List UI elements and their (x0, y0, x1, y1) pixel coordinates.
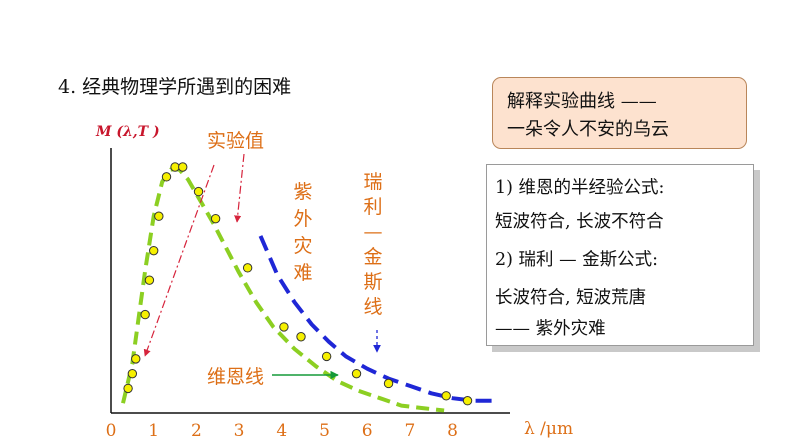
info-line-wien: 1) 维恩的半经验公式: (495, 178, 665, 198)
vertical-label-char: 灾 (293, 235, 312, 257)
x-tick-label: 1 (148, 421, 159, 441)
experimental-points (123, 162, 473, 406)
section-heading: 4. 经典物理学所遇到的困难 (58, 76, 292, 98)
x-tick-label: 3 (234, 421, 245, 441)
x-tick-labels: 0 1 2 3 4 5 6 7 8 (106, 421, 458, 441)
x-tick-label: 4 (276, 421, 287, 441)
ultraviolet-catastrophe-label: 紫外灾难 (293, 181, 312, 284)
callout-bubble: 解释实验曲线 —— 一朵令人不安的乌云 (492, 77, 747, 149)
info-line-uv-catastrophe: —— 紫外灾难 (495, 319, 606, 339)
vertical-label-char: 紫 (293, 181, 312, 203)
experimental-point (321, 351, 332, 362)
experimental-point (441, 391, 451, 401)
experimental-arrow-1 (143, 164, 215, 357)
experimental-label: 实验值 (207, 130, 264, 152)
experimental-point (351, 368, 362, 379)
experimental-point (144, 275, 155, 285)
info-line-rayleigh-jeans: 2) 瑞利 — 金斯公式: (495, 250, 659, 270)
info-line-wien-fit: 短波符合, 长波不符合 (495, 212, 664, 232)
vertical-label-char: 外 (293, 208, 312, 230)
callout-line-1: 解释实验曲线 —— (507, 91, 657, 112)
vertical-label-char: 斯 (363, 271, 382, 293)
experimental-point (170, 162, 180, 172)
experimental-point (462, 396, 473, 406)
vertical-label-char: 金 (363, 246, 382, 268)
info-line-rj-fit: 长波符合, 短波荒唐 (495, 288, 647, 308)
rayleigh-jeans-label: 瑞利 — 金斯线 (363, 171, 382, 318)
vertical-label-char: 难 (293, 262, 312, 284)
vertical-label-char: 利 (363, 196, 382, 218)
x-tick-label: 8 (447, 421, 458, 441)
experimental-point (193, 186, 204, 197)
y-axis-label: M (λ,T ) (95, 124, 160, 140)
experimental-point (178, 162, 188, 172)
x-tick-label: 2 (191, 421, 202, 441)
vertical-label-char: 线 (363, 296, 382, 318)
x-tick-label: 5 (319, 421, 330, 441)
experimental-point (127, 368, 138, 379)
x-tick-label: 6 (362, 421, 373, 441)
experimental-arrow-2 (234, 153, 245, 223)
x-axis-label: λ /μm (524, 419, 573, 439)
vertical-label-char: 瑞 (363, 171, 382, 193)
formula-info-box: 1) 维恩的半经验公式: 短波符合, 长波不符合 2) 瑞利 — 金斯公式: 长… (486, 164, 754, 346)
rayleigh-jeans-curve (258, 235, 496, 403)
experimental-point (242, 263, 253, 273)
experimental-point (149, 245, 159, 256)
experimental-point (383, 378, 394, 389)
x-tick-label: 7 (404, 421, 415, 441)
experimental-point (161, 172, 172, 182)
series-layer (121, 167, 496, 413)
wien-curve (121, 167, 445, 413)
experimental-point (279, 322, 289, 332)
chart-axes (110, 148, 510, 414)
experimental-point (296, 332, 306, 342)
experimental-point (140, 309, 150, 320)
experimental-point (210, 213, 221, 224)
experimental-point (154, 211, 164, 221)
experimental-point (131, 354, 141, 364)
vertical-label-char: — (364, 221, 383, 243)
callout-line-2: 一朵令人不安的乌云 (507, 119, 669, 140)
experimental-point (123, 383, 133, 394)
x-tick-label: 0 (106, 421, 117, 441)
wien-label: 维恩线 (207, 366, 264, 388)
